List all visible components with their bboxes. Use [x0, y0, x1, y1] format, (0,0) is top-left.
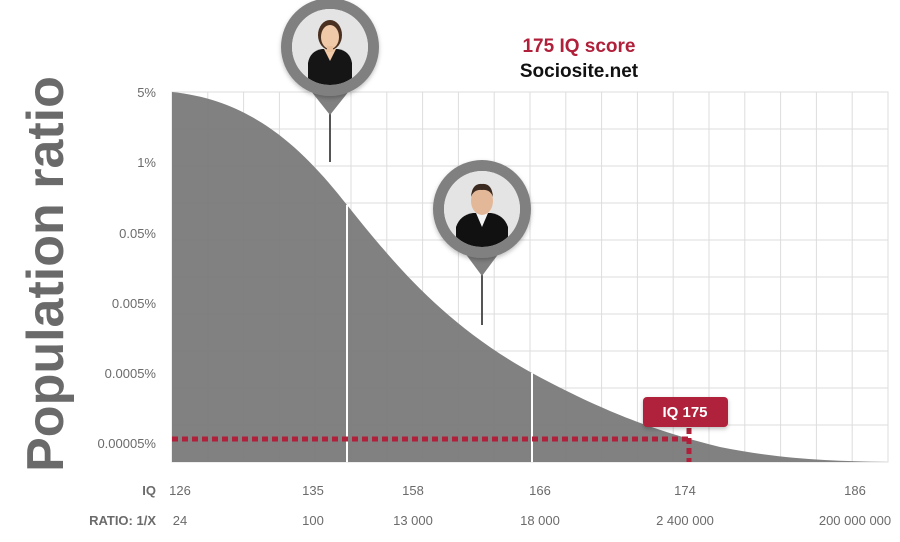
- y-tick-label: 0.0005%: [105, 366, 157, 381]
- y-axis-ticks: 5% 1% 0.05% 0.005% 0.0005% 0.00005%: [97, 85, 156, 451]
- iq-175-highlight: [172, 428, 692, 462]
- x-tick-label: 158: [402, 483, 424, 498]
- chart-title: 175 IQ score: [522, 36, 635, 57]
- ratio-tick-label: 100: [302, 513, 324, 528]
- woman-portrait-icon: [292, 9, 368, 85]
- x-axis-ticks: 126 135 158 166 174 186: [169, 483, 866, 498]
- chart-subtitle: Sociosite.net: [520, 61, 639, 82]
- x-tick-label: 174: [674, 483, 696, 498]
- ratio-ticks: 24 100 13 000 18 000 2 400 000 200 000 000: [173, 513, 891, 528]
- y-tick-label: 0.005%: [112, 296, 157, 311]
- distribution-area: [172, 92, 888, 462]
- iq-row-label: IQ: [142, 483, 156, 498]
- x-tick-label: 126: [169, 483, 191, 498]
- y-tick-label: 0.05%: [119, 226, 156, 241]
- y-tick-label: 5%: [137, 85, 156, 100]
- ratio-tick-label: 2 400 000: [656, 513, 714, 528]
- y-axis-title: Population ratio: [17, 76, 75, 472]
- x-tick-label: 135: [302, 483, 324, 498]
- iq-175-badge: IQ 175: [643, 397, 728, 427]
- man-portrait-icon: [444, 171, 520, 247]
- y-tick-label: 1%: [137, 155, 156, 170]
- ratio-tick-label: 18 000: [520, 513, 560, 528]
- ratio-row-label: RATIO: 1/X: [89, 513, 156, 528]
- ratio-tick-label: 24: [173, 513, 187, 528]
- iq-175-label: IQ 175: [662, 404, 707, 421]
- person-marker-2: [433, 160, 531, 325]
- percentile-lines: [346, 205, 533, 462]
- y-tick-label: 0.00005%: [97, 436, 156, 451]
- x-tick-label: 166: [529, 483, 551, 498]
- ratio-tick-label: 200 000 000: [819, 513, 891, 528]
- person-marker-1: [281, 0, 379, 162]
- ratio-tick-label: 13 000: [393, 513, 433, 528]
- x-tick-label: 186: [844, 483, 866, 498]
